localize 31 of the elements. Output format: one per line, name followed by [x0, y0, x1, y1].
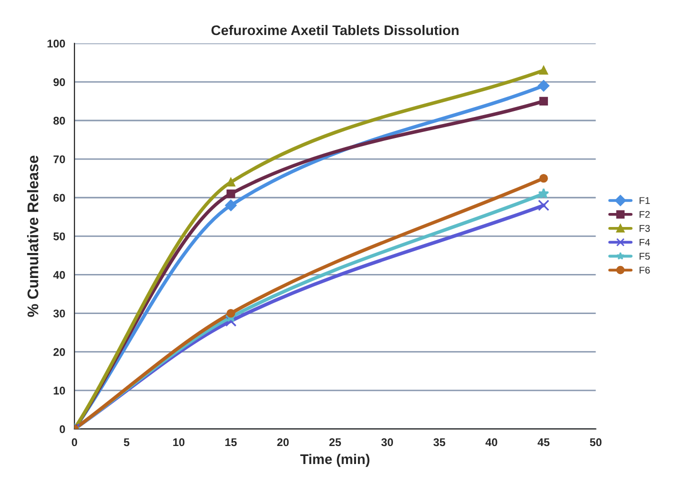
- y-tick-label: 80: [53, 116, 65, 125]
- y-tick-label: 20: [53, 348, 65, 356]
- y-tick-label: 60: [53, 194, 65, 202]
- y-tick-label: 40: [53, 271, 65, 279]
- y-tick-label: 50: [53, 232, 65, 240]
- x-tick-label: 40: [485, 438, 498, 446]
- x-tick-label: 35: [433, 438, 446, 446]
- legend-label: F5: [640, 252, 650, 260]
- y-tick-label: 10: [54, 386, 65, 395]
- y-tick-label: 70: [54, 155, 65, 164]
- x-tick-label: 15: [225, 438, 237, 446]
- x-axis-title: Time (min): [300, 454, 370, 467]
- x-tick-label: 30: [381, 438, 393, 446]
- x-tick-label: 20: [277, 438, 289, 446]
- legend-label: F1: [640, 197, 650, 204]
- legend-label: F4: [640, 238, 650, 246]
- legend-label: F3: [640, 224, 650, 232]
- legend-label: F2: [640, 211, 650, 218]
- chart-title: Cefuroxime Axetil Tablets Dissolution: [211, 24, 459, 36]
- y-tick-label: 90: [53, 78, 65, 86]
- legend-label: F6: [640, 266, 650, 274]
- y-tick-label: 30: [53, 310, 65, 318]
- x-tick-label: 0: [72, 438, 78, 446]
- x-tick-label: 5: [124, 438, 130, 446]
- y-tick-label: 0: [60, 425, 65, 434]
- x-tick-label: 45: [538, 438, 550, 446]
- x-tick-label: 25: [329, 438, 341, 446]
- x-tick-label: 50: [590, 438, 602, 446]
- y-tick-label: 100: [48, 40, 65, 48]
- y-axis-title: % Cumulative Release: [27, 156, 38, 317]
- x-tick-label: 10: [173, 438, 184, 446]
